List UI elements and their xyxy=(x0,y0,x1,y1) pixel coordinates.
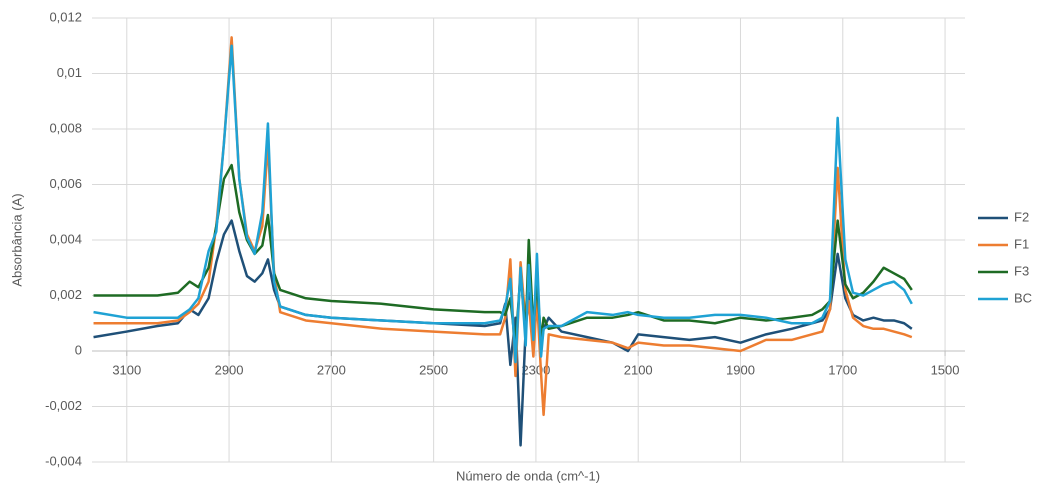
y-tick-label: -0,004 xyxy=(45,453,82,468)
legend-label: BC xyxy=(1014,290,1032,305)
x-tick-label: 1500 xyxy=(931,362,960,377)
x-tick-label: 2300 xyxy=(521,362,550,377)
x-tick-label: 2500 xyxy=(419,362,448,377)
y-tick-label: 0,012 xyxy=(49,9,82,24)
series-line xyxy=(93,44,913,364)
y-tick-label: 0 xyxy=(75,342,82,357)
legend-label: F1 xyxy=(1014,236,1029,251)
legend-label: F3 xyxy=(1014,263,1029,278)
y-tick-label: -0,002 xyxy=(45,398,82,413)
y-axis-title: Absorbância (A) xyxy=(9,193,24,286)
x-tick-label: 3100 xyxy=(112,362,141,377)
y-tick-label: 0,004 xyxy=(49,231,82,246)
x-tick-label: 1900 xyxy=(726,362,755,377)
y-tick-label: 0,01 xyxy=(57,65,82,80)
x-axis-title: Número de onda (cm^-1) xyxy=(456,468,600,483)
x-tick-label: 2100 xyxy=(624,362,653,377)
x-tick-label: 1700 xyxy=(828,362,857,377)
x-tick-label: 2900 xyxy=(215,362,244,377)
y-tick-label: 0,008 xyxy=(49,120,82,135)
y-tick-label: 0,006 xyxy=(49,176,82,191)
legend-label: F2 xyxy=(1014,209,1029,224)
series-line xyxy=(93,219,913,447)
x-tick-label: 2700 xyxy=(317,362,346,377)
y-tick-label: 0,002 xyxy=(49,287,82,302)
